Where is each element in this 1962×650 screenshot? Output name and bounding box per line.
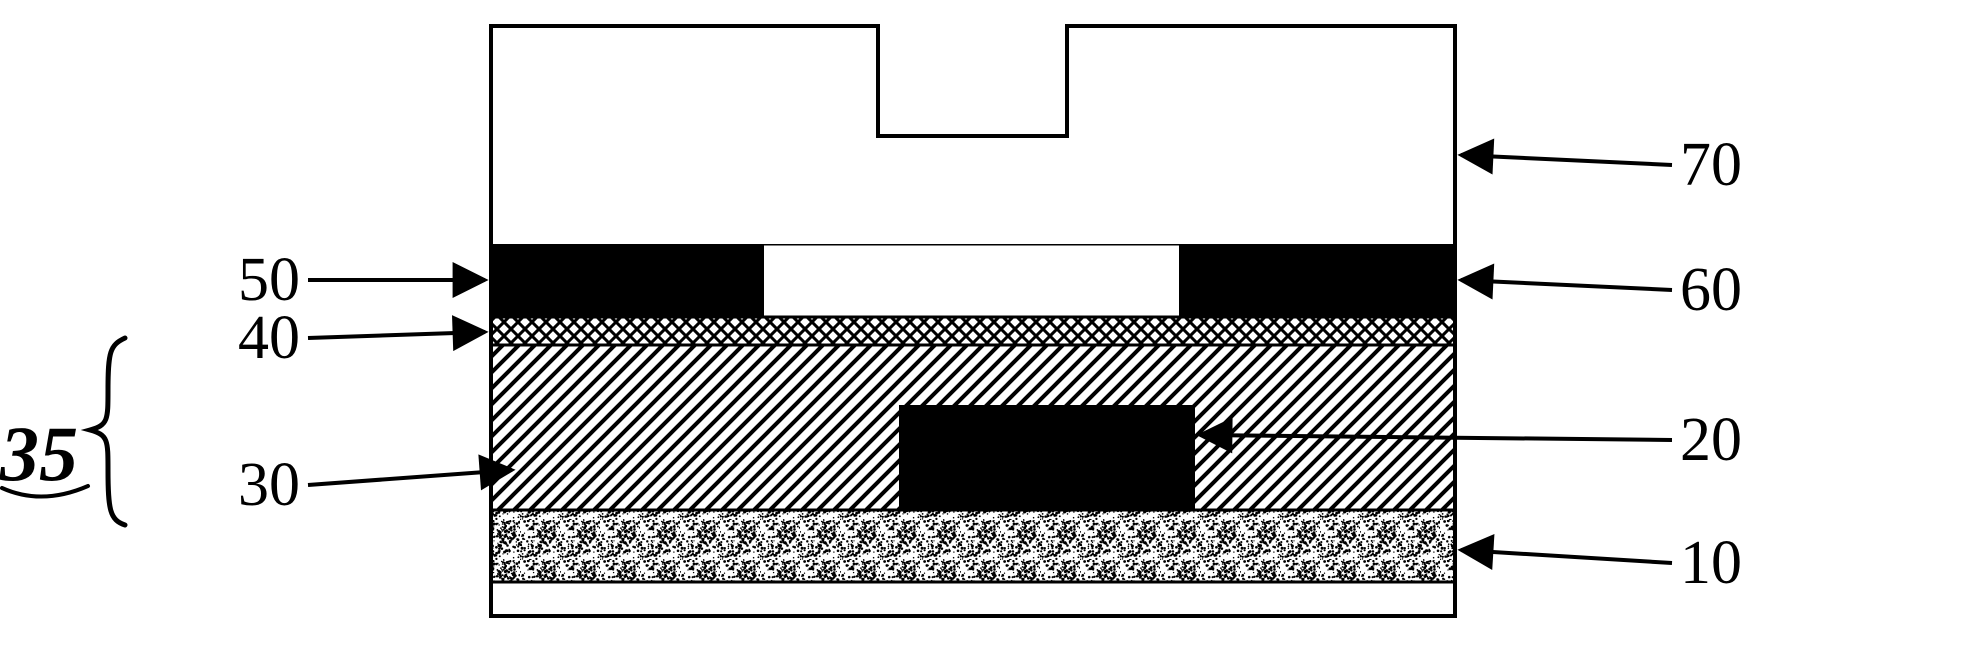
label-l70: 70 [1680, 131, 1742, 199]
callout-arrow-l70 [1461, 155, 1672, 165]
callout-arrow-l30 [308, 470, 512, 485]
layer-contact_50 [491, 244, 764, 317]
label-l20: 20 [1680, 406, 1742, 474]
callout-arrow-l40 [308, 332, 485, 338]
label-l30: 30 [238, 451, 300, 519]
layer-gap_between_contacts [764, 244, 1179, 317]
layer-edge_white [491, 582, 1455, 616]
brace-35 [90, 338, 125, 525]
label-l60: 60 [1680, 256, 1742, 324]
layer-embed_20 [899, 405, 1195, 510]
label-35: 35 [0, 410, 78, 497]
layer-contact_60 [1179, 244, 1455, 317]
label-l40: 40 [238, 304, 300, 372]
layer-thin_40 [491, 317, 1455, 345]
diagram-layers [491, 26, 1455, 616]
layer-bottom_10 [491, 510, 1455, 582]
label-l10: 10 [1680, 529, 1742, 597]
callout-arrow-l10 [1461, 550, 1672, 563]
callout-arrow-l60 [1461, 280, 1672, 290]
bracket-35-group: 35 [0, 338, 125, 525]
